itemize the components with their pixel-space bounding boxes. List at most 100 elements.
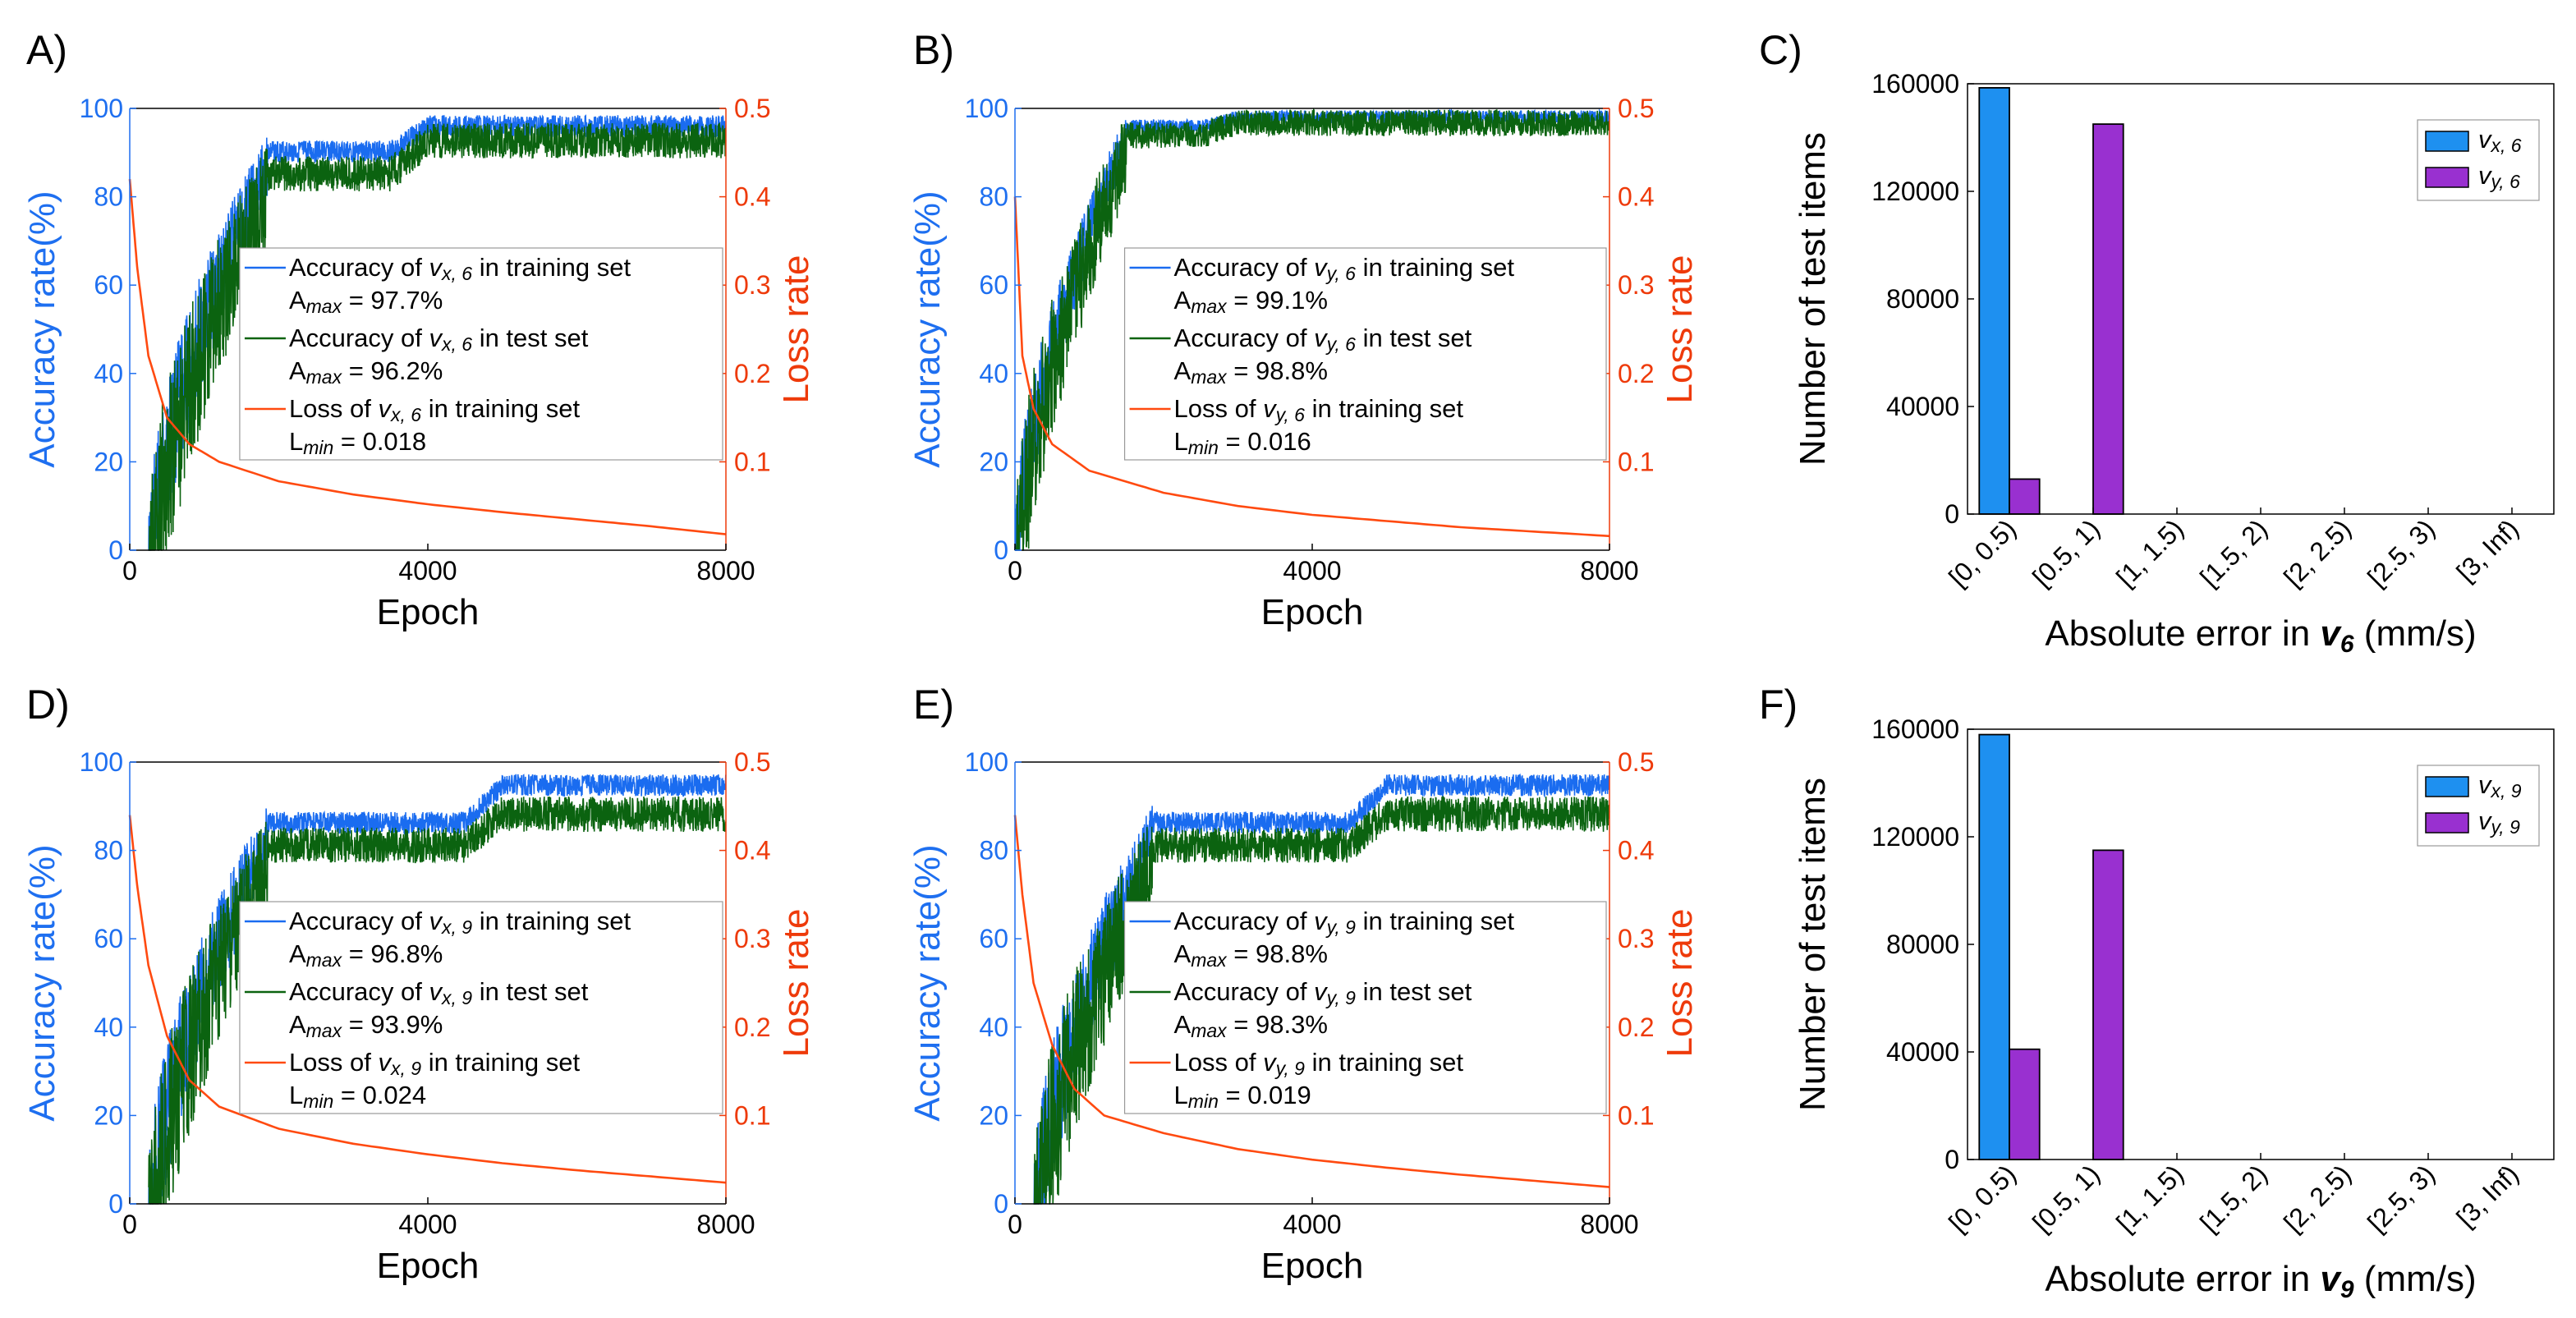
y-axis-title: Accuracy rate(%) xyxy=(22,191,62,467)
y2-tick-label: 0.3 xyxy=(1618,924,1654,953)
bar xyxy=(2009,478,2041,515)
y2-tick-label: 0.1 xyxy=(1618,447,1654,476)
bar xyxy=(1978,87,2010,515)
x-axis-title: Epoch xyxy=(1261,1246,1364,1286)
legend-stat: Amax = 96.2% xyxy=(289,356,443,388)
bar xyxy=(2009,1048,2041,1160)
y-tick-label: 0 xyxy=(994,1189,1008,1219)
legend: vx, 9 vy, 9 xyxy=(2417,765,2540,847)
legend-entry: Accuracy of vy, 6 in test set xyxy=(1174,324,1472,355)
panel-label: C) xyxy=(1759,27,1802,73)
y2-tick-label: 0.1 xyxy=(1618,1100,1654,1130)
y-tick-label: 80000 xyxy=(1886,930,1959,959)
y-tick-label: 40 xyxy=(979,1013,1008,1042)
loss-series-line xyxy=(1013,815,1610,1188)
legend-entry: Accuracy of vx, 9 in test set xyxy=(289,977,589,1008)
y2-tick-label: 0.4 xyxy=(1618,182,1654,212)
legend-box xyxy=(239,247,723,461)
y-tick-label: 120000 xyxy=(1871,822,1959,852)
x-axis-title: Absolute error in v9 (mm/s) xyxy=(2045,1259,2476,1303)
x-tick-label: 8000 xyxy=(1580,556,1638,586)
y-tick-label: 0 xyxy=(108,535,123,565)
train-accuracy-series-line xyxy=(148,774,727,1205)
legend-entry: vy, 6 xyxy=(2478,161,2520,192)
x-tick-label: 4000 xyxy=(398,556,457,586)
x-tick-label: 4000 xyxy=(1283,1210,1341,1239)
y-axis-title: Accuracy rate(%) xyxy=(22,844,62,1121)
x-tick-label: 8000 xyxy=(696,1210,755,1239)
y2-tick-label: 0.3 xyxy=(734,270,770,300)
legend-entry: Loss of vy, 9 in training set xyxy=(1174,1048,1464,1079)
y-tick-label: 60 xyxy=(979,924,1008,953)
y2-axis-title: Loss rate xyxy=(776,909,816,1058)
y-axis-title: Number of test items xyxy=(1793,778,1833,1111)
y-axis-title: Accuracy rate(%) xyxy=(907,844,948,1121)
legend-entry: Loss of vx, 9 in training set xyxy=(289,1048,581,1079)
y-tick-label: 40 xyxy=(94,1013,123,1042)
legend-stat: Amax = 98.8% xyxy=(1174,939,1328,971)
legend-entry: Accuracy of vx, 6 in training set xyxy=(289,253,631,284)
x-axis-title: Epoch xyxy=(377,592,480,632)
y-tick-label: 0 xyxy=(1945,499,1959,529)
y-tick-label: 80000 xyxy=(1886,284,1959,314)
y-tick-label: 100 xyxy=(965,747,1008,777)
y-axis-title: Accuracy rate(%) xyxy=(907,191,948,467)
train-accuracy-series-line xyxy=(148,114,727,551)
legend-stat: Lmin = 0.019 xyxy=(1174,1081,1311,1112)
chart-b: B) 0 4000 8000 0 20 40 60 80 100 0.1 0.2 0.3 0.4 0.5 Ep… xyxy=(907,27,1700,632)
legend-stat: Lmin = 0.018 xyxy=(289,427,426,458)
y-tick-label: 60 xyxy=(94,270,123,300)
x-axis-title: Epoch xyxy=(1261,592,1364,632)
legend: vx, 6 vy, 6 xyxy=(2417,119,2540,201)
x-tick-label: [1, 1.5) xyxy=(2110,513,2189,592)
y-tick-label: 0 xyxy=(108,1189,123,1219)
legend-stat: Amax = 93.9% xyxy=(289,1010,443,1041)
legend-stat: Amax = 96.8% xyxy=(289,939,443,971)
y-tick-label: 100 xyxy=(80,747,123,777)
y-axis-title: Number of test items xyxy=(1793,132,1833,466)
y2-tick-label: 0.5 xyxy=(734,747,770,777)
y-tick-label: 20 xyxy=(979,447,1008,476)
x-tick-label: 0 xyxy=(1008,556,1022,586)
legend-stat: Amax = 98.8% xyxy=(1174,356,1328,388)
chart-f: F)[0, 0.5) [0.5, 1) [1, 1.5) [1.5, 2) [2, 2.… xyxy=(1759,682,2555,1303)
y-tick-label: 40000 xyxy=(1886,392,1959,421)
y-tick-label: 20 xyxy=(94,1100,123,1130)
legend-entry: vx, 6 xyxy=(2478,125,2522,156)
x-tick-label: 0 xyxy=(122,1210,137,1239)
legend-stat: Amax = 98.3% xyxy=(1174,1010,1328,1041)
legend-box xyxy=(1123,901,1607,1114)
legend: Accuracy of vx, 6 in training set Amax = … xyxy=(239,247,723,461)
legend-box xyxy=(1123,247,1607,461)
y2-tick-label: 0.2 xyxy=(734,1013,770,1042)
x-tick-label: 8000 xyxy=(696,556,755,586)
legend-stat: Amax = 99.1% xyxy=(1174,286,1328,317)
y-tick-label: 80 xyxy=(979,182,1008,212)
chart-e: E) 0 4000 8000 0 20 40 60 80 100 0.1 0.2 0.3 0.4 0.5 Ep… xyxy=(907,682,1700,1286)
x-tick-label: 0 xyxy=(1008,1210,1022,1239)
x-tick-label: 0 xyxy=(122,556,137,586)
legend-entry: Accuracy of vy, 9 in training set xyxy=(1174,907,1515,938)
x-tick-label: [0.5, 1) xyxy=(2027,513,2105,592)
x-tick-label: 4000 xyxy=(1283,556,1341,586)
y2-tick-label: 0.1 xyxy=(734,447,770,476)
y-tick-label: 60 xyxy=(979,270,1008,300)
legend-entry: Accuracy of vx, 6 in test set xyxy=(289,324,589,355)
y2-tick-label: 0.3 xyxy=(734,924,770,953)
x-tick-label: [1, 1.5) xyxy=(2110,1159,2189,1238)
test-accuracy-series-line xyxy=(1014,108,1610,551)
y-tick-label: 80 xyxy=(979,836,1008,866)
y-tick-label: 0 xyxy=(1945,1145,1959,1174)
legend-stat: Lmin = 0.024 xyxy=(289,1081,426,1112)
panel-label: B) xyxy=(913,27,954,73)
panel-label: A) xyxy=(26,27,67,73)
panel-label: D) xyxy=(26,682,70,728)
x-tick-label: [1.5, 2) xyxy=(2194,513,2273,592)
y-tick-label: 160000 xyxy=(1871,69,1959,99)
panel-label: F) xyxy=(1759,682,1798,728)
x-axis-title: Absolute error in v6 (mm/s) xyxy=(2045,613,2476,658)
legend-entry: Accuracy of vy, 6 in training set xyxy=(1174,253,1515,284)
